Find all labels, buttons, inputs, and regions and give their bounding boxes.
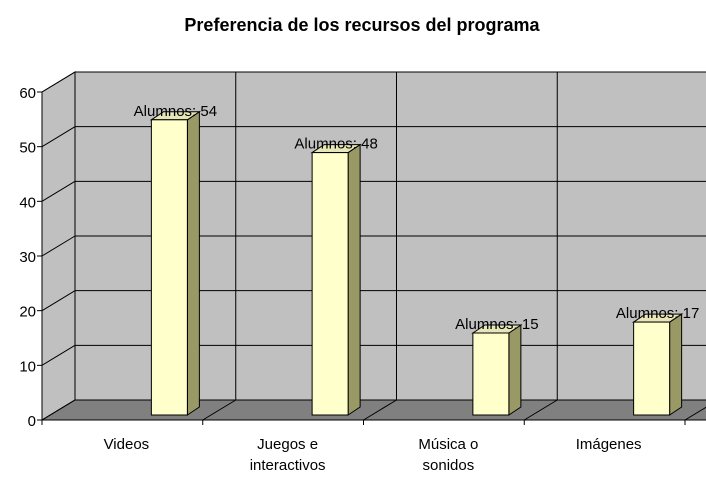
bar-side: [669, 313, 683, 416]
bar: [150, 119, 188, 416]
grid-line: [41, 290, 76, 312]
floor-divider: [684, 406, 706, 421]
bar: [633, 321, 671, 416]
bar-side: [347, 143, 361, 416]
floor: [40, 399, 706, 421]
y-tick-label: 30: [19, 249, 36, 266]
grid-line: [41, 344, 76, 366]
y-tick-label: 10: [19, 358, 36, 375]
bar: [311, 152, 349, 416]
y-tick-label: 40: [19, 194, 36, 211]
x-tick-label: Juegos e interactivos: [249, 436, 326, 474]
data-label: Alumnos: 15: [455, 316, 538, 333]
floor-divider: [41, 399, 76, 421]
bar-side: [508, 324, 522, 416]
x-tick-label: Videos: [103, 436, 150, 453]
y-tick-label: 20: [19, 304, 36, 321]
floor-divider: [363, 399, 397, 421]
grid-line: [41, 180, 76, 202]
x-tick-label: Imágenes: [575, 436, 642, 453]
floor-divider: [523, 399, 558, 421]
floor-divider: [202, 399, 237, 421]
x-tick-label: Música o sonidos: [418, 436, 479, 474]
chart-title: Preferencia de los recursos del programa: [184, 15, 540, 35]
bar: [472, 332, 510, 416]
grid-line: [41, 126, 76, 148]
bar-side: [186, 110, 200, 416]
y-tick-label: 50: [19, 140, 36, 157]
data-label: Alumnos: 48: [294, 136, 377, 153]
y-tick-label: 60: [19, 85, 36, 102]
grid-line: [41, 71, 76, 93]
data-label: Alumnos: 17: [616, 305, 699, 322]
grid-line: [41, 235, 76, 257]
y-tick-label: 0: [28, 413, 36, 430]
data-label: Alumnos: 54: [134, 103, 217, 120]
